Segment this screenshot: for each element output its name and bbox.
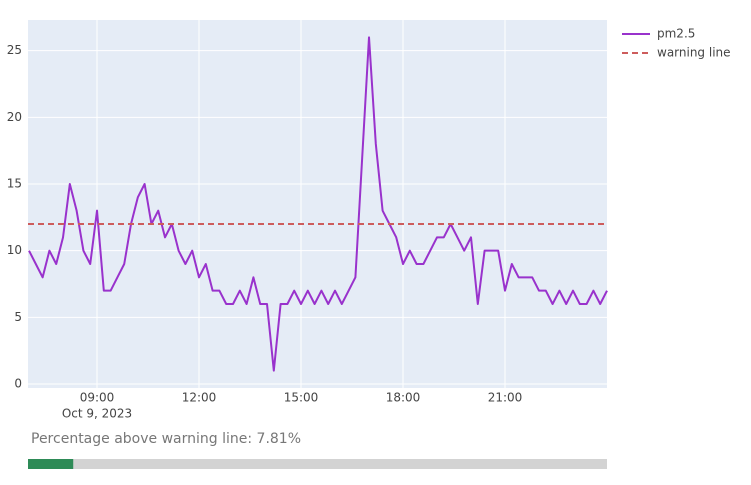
x-tick-label: 09:00	[80, 391, 115, 405]
y-tick-label: 5	[14, 310, 22, 324]
progress-track	[28, 459, 607, 469]
x-tick-label: 21:00	[488, 391, 523, 405]
y-tick-label: 25	[7, 43, 22, 57]
y-tick-label: 10	[7, 243, 22, 257]
y-tick-label: 15	[7, 177, 22, 191]
plot-area	[28, 20, 607, 388]
legend-label: pm2.5	[657, 27, 695, 41]
progress-fill	[28, 459, 74, 469]
y-tick-label: 20	[7, 110, 22, 124]
x-tick-label: 18:00	[386, 391, 421, 405]
y-tick-label: 0	[14, 377, 22, 391]
percentage-text: Percentage above warning line: 7.81%	[31, 431, 301, 447]
x-tick-label: 12:00	[182, 391, 217, 405]
series-line	[28, 36, 608, 372]
x-date-label: Oct 9, 2023	[62, 407, 132, 421]
x-tick-label: 15:00	[284, 391, 319, 405]
legend-label: warning line	[657, 46, 731, 60]
